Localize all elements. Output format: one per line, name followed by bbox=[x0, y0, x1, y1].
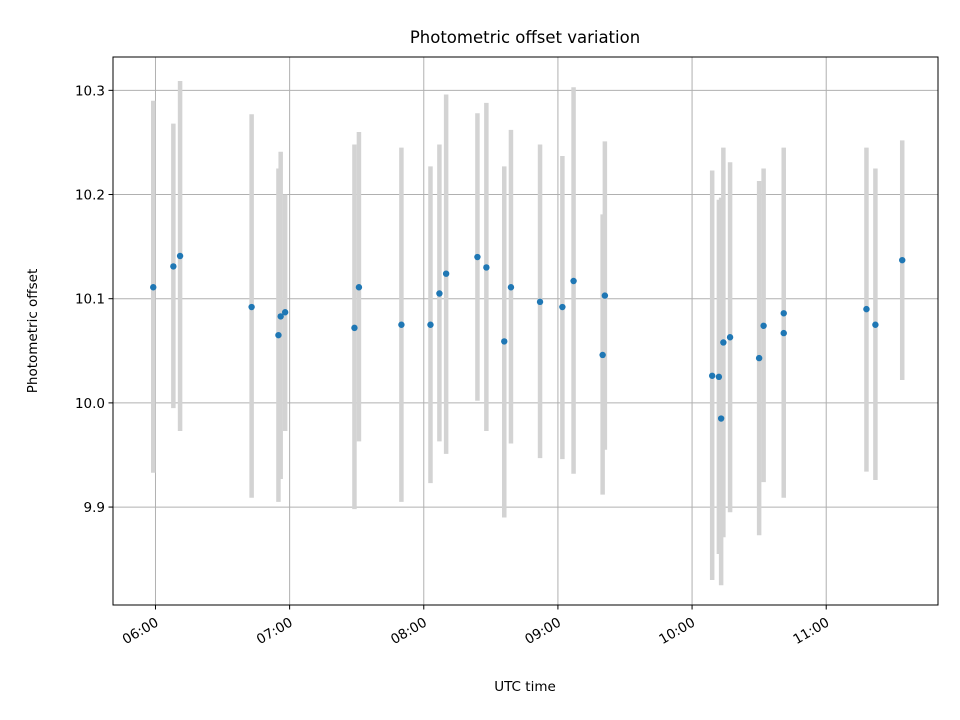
x-tick-label: 08:00 bbox=[388, 615, 430, 648]
y-tick-label: 10.0 bbox=[75, 396, 105, 412]
x-axis-label: UTC time bbox=[494, 679, 556, 695]
x-tick-label: 11:00 bbox=[791, 615, 833, 648]
data-point bbox=[559, 303, 566, 311]
data-point bbox=[442, 270, 450, 277]
data-point bbox=[501, 338, 508, 345]
data-point bbox=[355, 284, 363, 291]
data-point bbox=[599, 351, 606, 359]
x-tick-label: 06:00 bbox=[120, 615, 162, 648]
data-point bbox=[755, 354, 763, 362]
y-tick-label: 9.9 bbox=[84, 500, 105, 516]
data-point bbox=[720, 339, 727, 346]
y-tick-label: 10.2 bbox=[75, 188, 105, 204]
data-point bbox=[717, 415, 725, 422]
y-tick-label: 10.1 bbox=[75, 292, 105, 308]
chart-title: Photometric offset variation bbox=[410, 28, 640, 47]
data-point bbox=[507, 284, 515, 291]
x-tick-label: 10:00 bbox=[656, 615, 698, 648]
data-point bbox=[176, 252, 184, 260]
data-point bbox=[351, 324, 358, 332]
x-axis: 06:00 07:00 08:00 09:00 10:00 11:00 bbox=[120, 605, 832, 648]
data-point bbox=[427, 321, 434, 328]
grid bbox=[113, 57, 938, 605]
data-point bbox=[248, 303, 255, 311]
y-axis-label: Photometric offset bbox=[25, 269, 41, 393]
y-tick-label: 10.3 bbox=[75, 83, 105, 99]
data-point bbox=[715, 373, 723, 381]
data-point bbox=[726, 334, 734, 341]
data-points bbox=[150, 252, 906, 422]
data-point bbox=[760, 322, 767, 329]
data-point bbox=[780, 329, 787, 337]
data-point bbox=[277, 313, 284, 320]
error-bars bbox=[150, 80, 905, 586]
data-point bbox=[708, 372, 716, 379]
data-point bbox=[150, 284, 157, 291]
data-point bbox=[780, 310, 787, 317]
data-point bbox=[474, 253, 481, 261]
plot-frame bbox=[112, 56, 939, 606]
data-point bbox=[398, 321, 405, 328]
data-point bbox=[899, 256, 906, 264]
data-point bbox=[536, 298, 544, 306]
x-tick-label: 09:00 bbox=[522, 615, 564, 648]
data-point bbox=[601, 292, 609, 299]
data-point bbox=[570, 277, 577, 285]
x-tick-label: 07:00 bbox=[254, 615, 296, 648]
data-point bbox=[170, 263, 177, 270]
data-point bbox=[483, 264, 490, 271]
data-point bbox=[436, 290, 443, 297]
data-point bbox=[872, 321, 879, 328]
data-point bbox=[275, 331, 282, 339]
data-point bbox=[863, 305, 870, 313]
data-point bbox=[281, 309, 289, 316]
y-axis: 9.9 10.0 10.1 10.2 10.3 bbox=[75, 83, 113, 516]
